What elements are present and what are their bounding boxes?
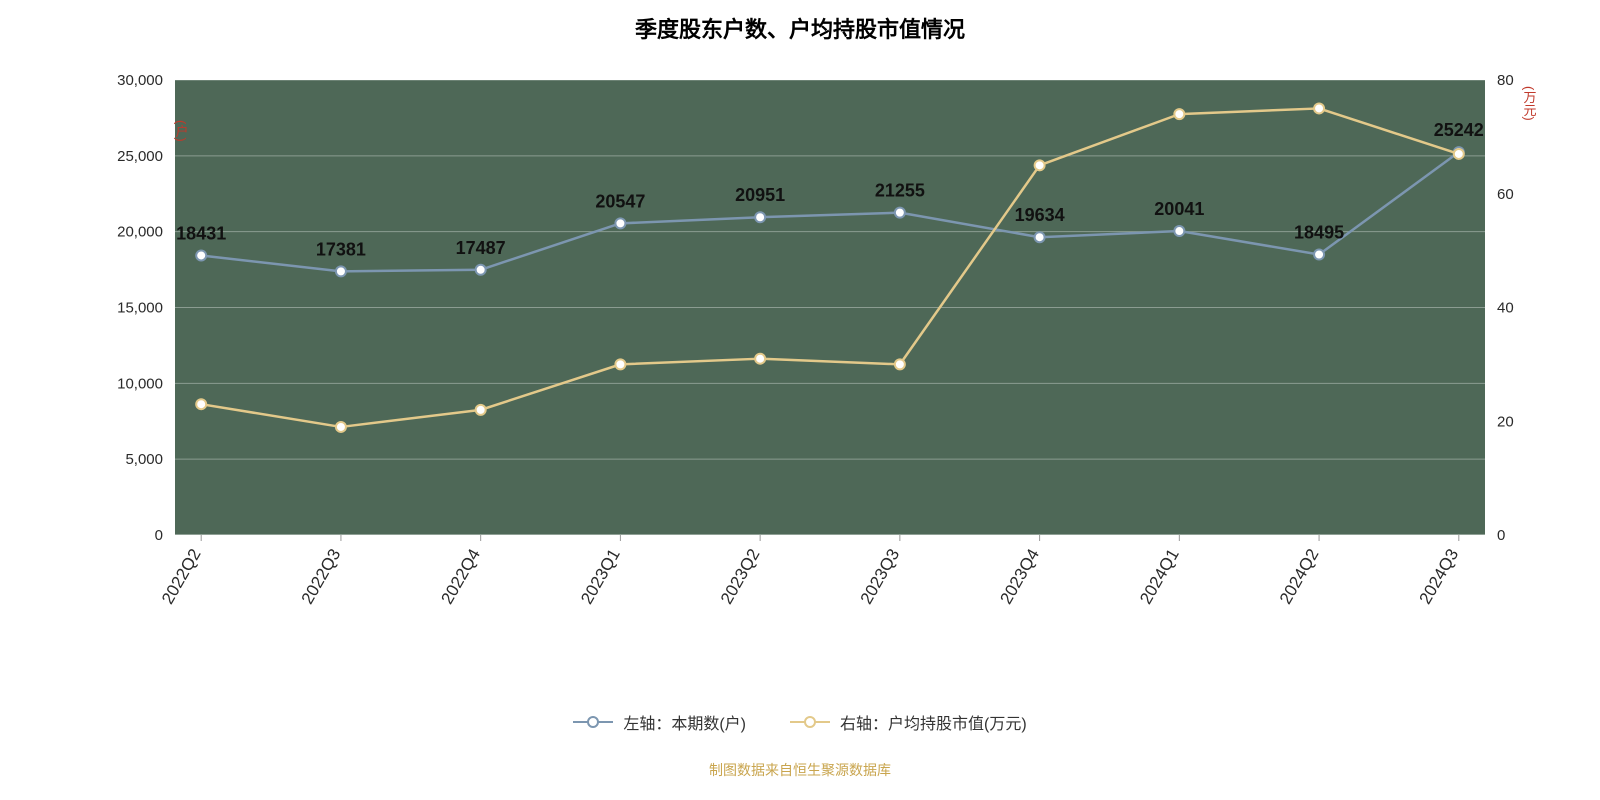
series-shareholders: 18431 17381 17487 20547 20951 21255 19634 20041… [176, 120, 1484, 276]
svg-text:5,000: 5,000 [125, 451, 163, 468]
svg-text:0: 0 [155, 527, 163, 544]
chart-container: 季度股东户数、户均持股市值情况 05,00010,00015,00020,000… [0, 0, 1600, 800]
svg-text:2024Q2: 2024Q2 [1276, 546, 1323, 608]
legend-swatch [790, 721, 830, 723]
legend-label: 左轴：本期数(户) [623, 710, 746, 734]
svg-text:20041: 20041 [1154, 199, 1204, 219]
svg-text:2023Q2: 2023Q2 [717, 546, 764, 608]
svg-text:20: 20 [1497, 413, 1514, 430]
svg-text:25242: 25242 [1434, 120, 1484, 140]
svg-text:40: 40 [1497, 300, 1514, 317]
chart-svg: 0 5,000 10,000 15,000 20,000 25,000 30,000 0 20 4… [0, 0, 1600, 800]
svg-text:15,000: 15,000 [117, 300, 163, 317]
svg-text:17381: 17381 [316, 239, 366, 259]
right-axis-ticks: 0 20 40 60 80 [1497, 72, 1514, 544]
svg-text:2023Q4: 2023Q4 [996, 546, 1043, 608]
x-axis-ticks: 2022Q2 2022Q3 2022Q4 2023Q1 2023Q2 2023Q3 2023… [158, 535, 1462, 607]
svg-text:2023Q1: 2023Q1 [577, 546, 624, 608]
svg-text:18431: 18431 [176, 223, 226, 243]
svg-text:19634: 19634 [1015, 205, 1065, 225]
svg-text:21255: 21255 [875, 181, 925, 201]
svg-text:25,000: 25,000 [117, 148, 163, 165]
svg-text:20951: 20951 [735, 185, 785, 205]
right-axis-label: (万元) [1522, 86, 1537, 121]
source-note: 制图数据来自恒生聚源数据库 [0, 760, 1600, 780]
svg-text:17487: 17487 [456, 238, 506, 258]
svg-text:10,000: 10,000 [117, 375, 163, 392]
svg-text:20547: 20547 [595, 191, 645, 211]
series-avg_value [196, 103, 1464, 432]
legend-item-avg_value: 右轴：户均持股市值(万元) [790, 710, 1027, 734]
svg-text:80: 80 [1497, 72, 1514, 89]
chart-legend: 左轴：本期数(户) 右轴：户均持股市值(万元) [0, 710, 1600, 734]
left-axis-label: (户) [174, 120, 189, 142]
svg-text:18495: 18495 [1294, 222, 1344, 242]
svg-text:2023Q3: 2023Q3 [857, 546, 904, 608]
svg-text:2022Q3: 2022Q3 [298, 546, 345, 608]
svg-text:0: 0 [1497, 527, 1505, 544]
svg-text:2024Q3: 2024Q3 [1416, 546, 1463, 608]
legend-swatch [573, 721, 613, 723]
svg-text:2022Q2: 2022Q2 [158, 546, 205, 608]
svg-text:60: 60 [1497, 186, 1514, 203]
left-axis-ticks: 0 5,000 10,000 15,000 20,000 25,000 30,000 [117, 72, 163, 544]
svg-text:2024Q1: 2024Q1 [1136, 546, 1183, 608]
svg-text:2022Q4: 2022Q4 [437, 546, 484, 608]
legend-label: 右轴：户均持股市值(万元) [840, 710, 1027, 734]
svg-text:30,000: 30,000 [117, 72, 163, 89]
legend-item-shareholders: 左轴：本期数(户) [573, 710, 746, 734]
gridlines [175, 80, 1485, 535]
svg-text:20,000: 20,000 [117, 224, 163, 241]
